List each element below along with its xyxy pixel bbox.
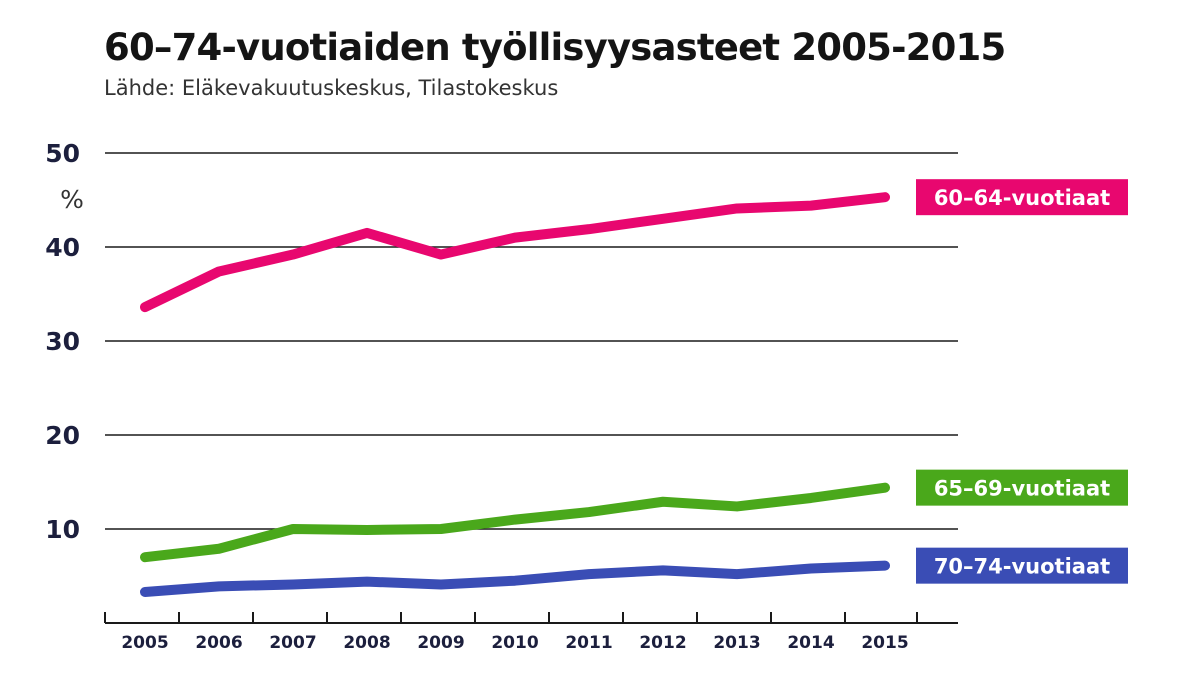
series-line-2 [140, 560, 890, 597]
y-tick-label-50: 50 [45, 139, 80, 168]
x-tick-label-2012: 2012 [639, 633, 686, 653]
series-lines [140, 192, 890, 597]
chart-subtitle: Lähde: Eläkevakuutuskeskus, Tilastokesku… [104, 76, 559, 100]
y-tick-label-10: 10 [45, 515, 80, 544]
x-tick-label-2008: 2008 [343, 633, 390, 653]
series-label-text: 70–74-vuotiaat [934, 555, 1110, 579]
gridlines [105, 152, 958, 530]
x-axis: 2005 2006 2007 2008 2009 2010 2011 2012 2013 2014… [104, 612, 958, 653]
x-tick-label-2005: 2005 [121, 633, 168, 653]
series-label-box [916, 179, 1128, 216]
series-label-box [916, 469, 1128, 506]
x-tick-label-2014: 2014 [787, 633, 834, 653]
x-tick-label-2009: 2009 [417, 633, 464, 653]
series-labels: 60–64-vuotiaat 65–69-vuotiaat 70–74-vuotia… [916, 179, 1128, 584]
series-line-1 [140, 482, 890, 563]
series-label-1: 65–69-vuotiaat [916, 469, 1128, 506]
x-tick-label-2011: 2011 [565, 633, 612, 653]
x-tick-label-2007: 2007 [269, 633, 316, 653]
y-tick-label-20: 20 [45, 421, 80, 450]
series-label-0: 60–64-vuotiaat [916, 179, 1128, 216]
y-tick-label-30: 30 [45, 327, 80, 356]
x-tick-label-2010: 2010 [491, 633, 538, 653]
y-axis-unit: % [60, 185, 84, 214]
y-tick-label-40: 40 [45, 233, 80, 262]
series-label-text: 65–69-vuotiaat [934, 477, 1110, 501]
series-label-box [916, 547, 1128, 584]
x-tick-label-2013: 2013 [713, 633, 760, 653]
x-tick-label-2015: 2015 [861, 633, 908, 653]
x-tick-label-2006: 2006 [195, 633, 242, 653]
series-label-2: 70–74-vuotiaat [916, 547, 1128, 584]
series-line-0 [140, 192, 890, 313]
series-label-text: 60–64-vuotiaat [934, 186, 1110, 210]
chart-title: 60–74-vuotiaiden työllisyysasteet 2005-2… [104, 26, 1006, 69]
y-tick-labels: 10 20 30 40 50 [45, 139, 80, 544]
